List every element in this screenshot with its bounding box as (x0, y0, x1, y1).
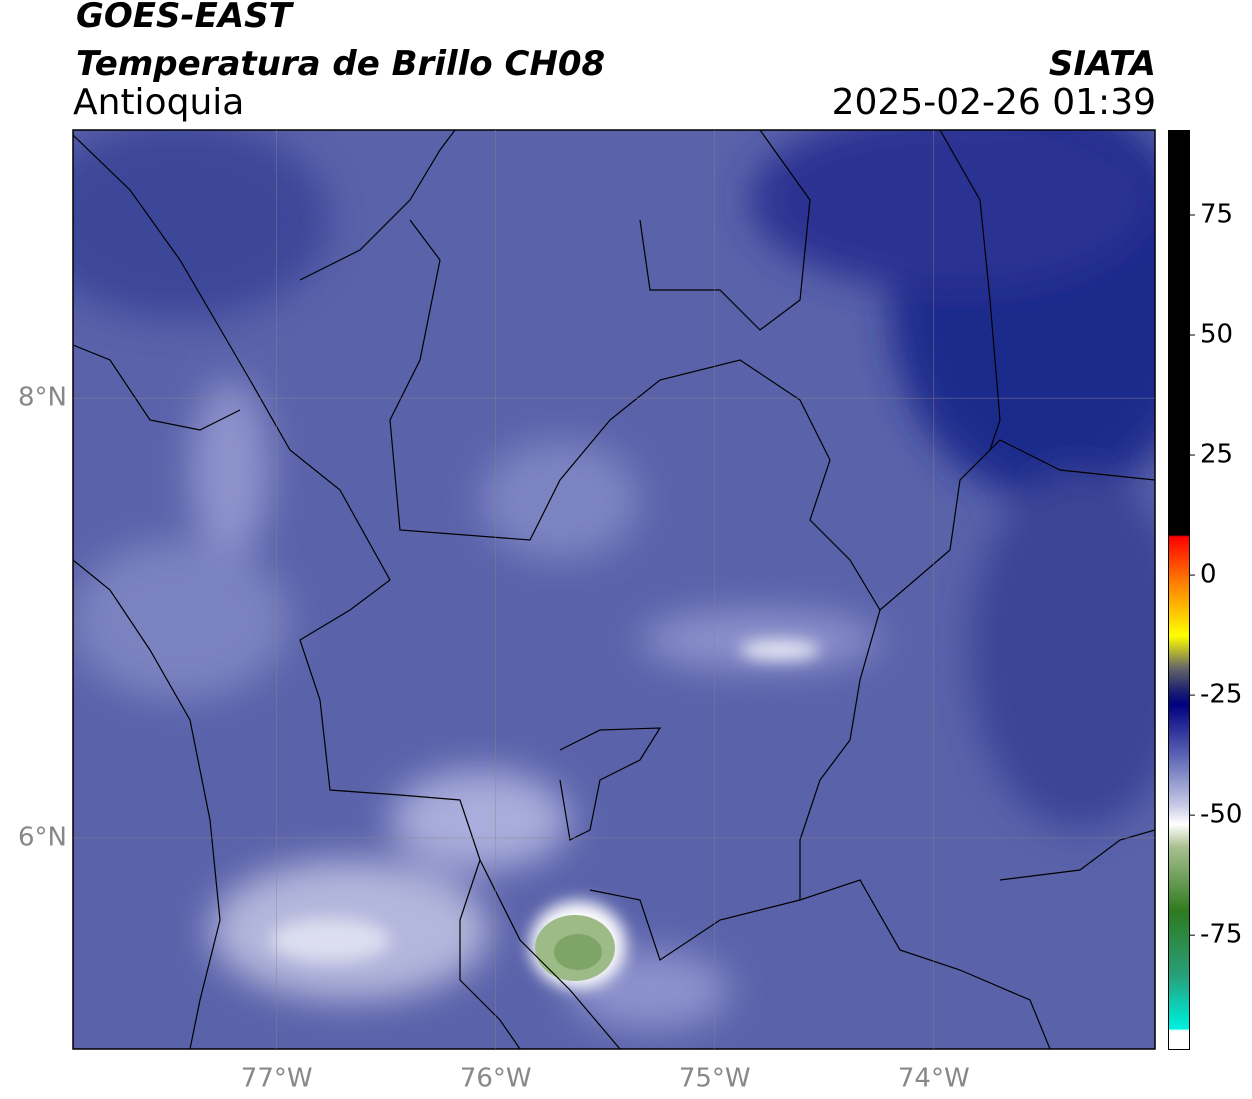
satellite-title: GOES-EAST (76, 0, 292, 36)
colorbar-tick-label: 75 (1200, 199, 1233, 229)
colorbar-tick-label: 0 (1200, 560, 1217, 590)
colorbar (1168, 130, 1190, 1050)
x-tick-label: 74°W (898, 1064, 970, 1094)
borders (73, 130, 1155, 1049)
x-tick-label: 76°W (460, 1064, 532, 1094)
product-title: Temperatura de Brillo CH08 (76, 44, 606, 84)
y-tick-label: 6°N (18, 822, 67, 852)
map-frame (72, 129, 1156, 1050)
imagery (73, 130, 1155, 1049)
region-label: Antioquia (73, 82, 245, 123)
x-tick-label: 77°W (241, 1064, 313, 1094)
colorbar-tick-label: -50 (1200, 800, 1242, 830)
colorbar-tick-label: 25 (1200, 440, 1233, 470)
x-tick-label: 75°W (679, 1064, 751, 1094)
colorbar-tick-label: 50 (1200, 320, 1233, 350)
datetime-label: 2025-02-26 01:39 (831, 82, 1156, 123)
source-label: SIATA (1048, 44, 1156, 84)
colorbar-tick-label: -25 (1200, 680, 1242, 710)
y-tick-label: 8°N (18, 383, 67, 413)
colorbar-tick-label: -75 (1200, 920, 1242, 950)
